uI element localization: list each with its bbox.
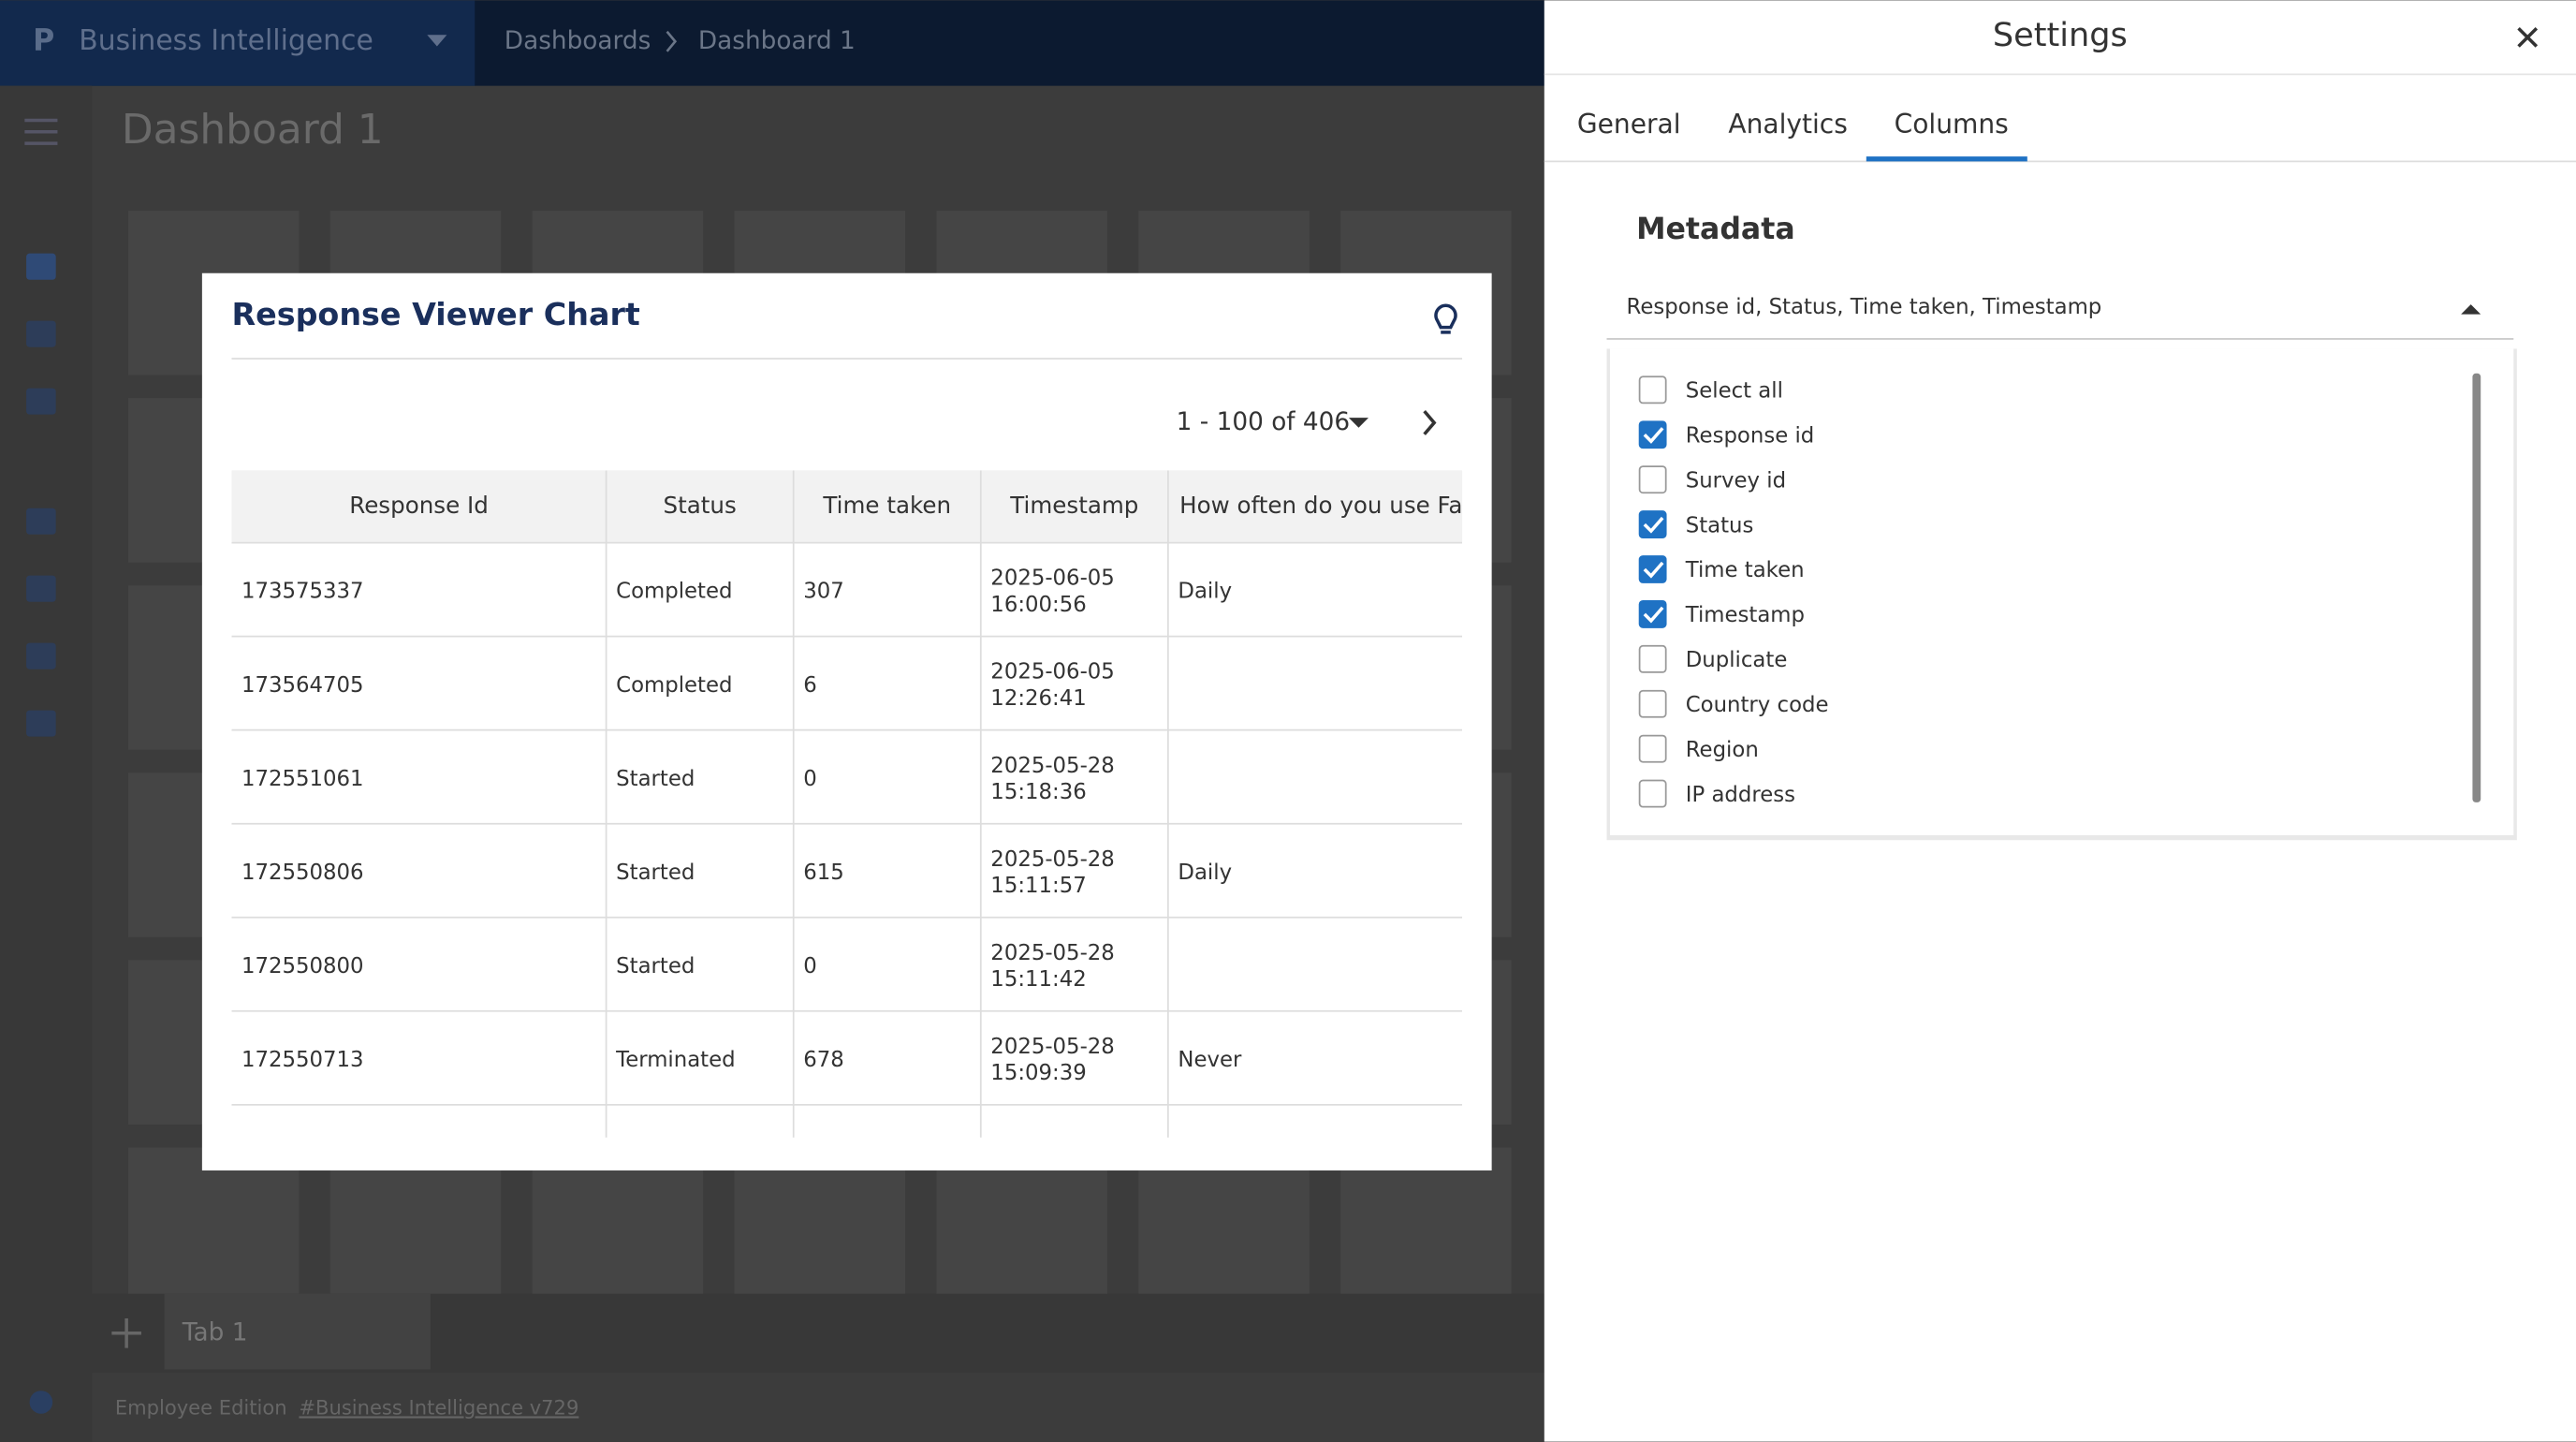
cell: Daily [1178,861,1232,885]
cell: 2025-05-28 [990,1035,1115,1059]
cell: 173575337 [242,580,364,604]
nav-icon[interactable] [26,321,56,347]
label: Business Intelligence [79,24,373,57]
cell: Never [1178,1048,1242,1072]
label: Response Viewer Chart [231,296,639,332]
column-header: Timestamp [1009,492,1138,519]
nav-icon[interactable] [26,643,56,670]
cell: 172550806 [242,861,364,885]
cell: Daily [1178,580,1232,604]
label[interactable]: Response id, Status, Time taken, Timesta… [1627,295,2102,319]
label[interactable]: Timestamp [1685,603,1805,627]
cell: Terminated [615,1048,735,1072]
label[interactable]: Region [1686,738,1759,762]
scrollbar [2472,374,2481,802]
label[interactable]: Columns [1895,109,2009,140]
placeholder-tile [1138,1147,1310,1312]
cell: 12:26:41 [990,686,1086,711]
cell: 2025-05-28 [990,941,1115,965]
listbox [1610,348,2513,835]
cell: 173564705 [242,673,364,698]
cell: 2025-06-05 [990,566,1115,591]
placeholder-tile [128,1147,300,1312]
nav-icon[interactable] [26,508,56,535]
cell: 172550713 [242,1048,364,1072]
cell: 6 [803,673,817,698]
label[interactable]: Time taken [1685,558,1805,582]
placeholder-tile [1340,1147,1512,1312]
column-header: Status [664,492,737,519]
label: Dashboard 1 [122,106,384,154]
cell: 15:11:57 [990,874,1086,898]
placeholder-tile [533,1147,704,1312]
cell: 16:00:56 [990,593,1086,617]
checkbox[interactable] [1640,736,1666,762]
sidebar [0,86,92,1442]
label[interactable]: General [1577,109,1681,140]
checkbox[interactable] [1640,421,1666,448]
checkbox[interactable] [1640,556,1666,582]
checkbox[interactable] [1640,601,1666,627]
label: Metadata [1636,213,1795,246]
checkbox[interactable] [1640,466,1666,493]
cell: Completed [616,673,732,698]
settings-title: Settings [1993,16,2128,54]
label[interactable]: Analytics [1728,109,1848,140]
label: Dashboard 1 [698,27,856,55]
cell: 172550800 [242,954,364,978]
column-header: Time taken [822,492,951,519]
cell: 15:11:42 [990,967,1086,992]
nav-icon[interactable] [26,389,56,415]
cell: Started [616,954,695,978]
label[interactable]: Survey id [1686,468,1786,493]
checkbox[interactable] [1640,781,1666,807]
nav-icon[interactable] [26,711,56,737]
checkbox[interactable] [1640,691,1666,717]
checkbox[interactable] [1640,511,1666,537]
label[interactable]: Country code [1686,693,1829,717]
placeholder-tile [936,1147,1107,1312]
label: Tab 1 [182,1318,248,1346]
cell: 15:09:39 [990,1061,1086,1085]
label[interactable]: IP address [1686,783,1795,807]
placeholder-tile [735,1147,906,1312]
cell: Started [616,767,695,791]
settings-icon[interactable] [30,1390,53,1414]
cell: Started [616,861,695,885]
active-tab-indicator [1866,156,2027,161]
logo: P [33,23,54,57]
placeholder-tile [330,1147,502,1312]
nav-icon[interactable] [26,254,56,280]
label: Employee Edition [115,1396,287,1420]
cell: 615 [803,861,844,885]
column-header: How often do you use Faceb [1179,492,1504,519]
nav-icon[interactable] [26,576,56,602]
checkbox[interactable] [1640,376,1666,403]
label[interactable]: 1 - 100 of 406 [1177,408,1350,436]
cell: 0 [803,954,817,978]
label[interactable]: Status [1686,513,1754,537]
cell: 172551061 [242,767,364,791]
cell: 2025-05-28 [990,847,1115,872]
label[interactable]: Select all [1686,379,1783,404]
label[interactable]: Dashboards [505,27,651,55]
cell: 15:18:36 [990,780,1086,804]
cell: Completed [616,580,732,604]
cell: 0 [803,767,817,791]
label[interactable]: #Business Intelligence v729 [299,1396,578,1420]
cell: 2025-06-05 [990,660,1115,684]
label[interactable]: Response id [1686,424,1815,449]
checkbox[interactable] [1640,646,1666,672]
column-header: Response Id [349,492,489,519]
cell: 678 [803,1048,844,1072]
label[interactable]: Duplicate [1686,648,1788,672]
cell: 307 [803,580,844,604]
cell: 2025-05-28 [990,754,1115,778]
